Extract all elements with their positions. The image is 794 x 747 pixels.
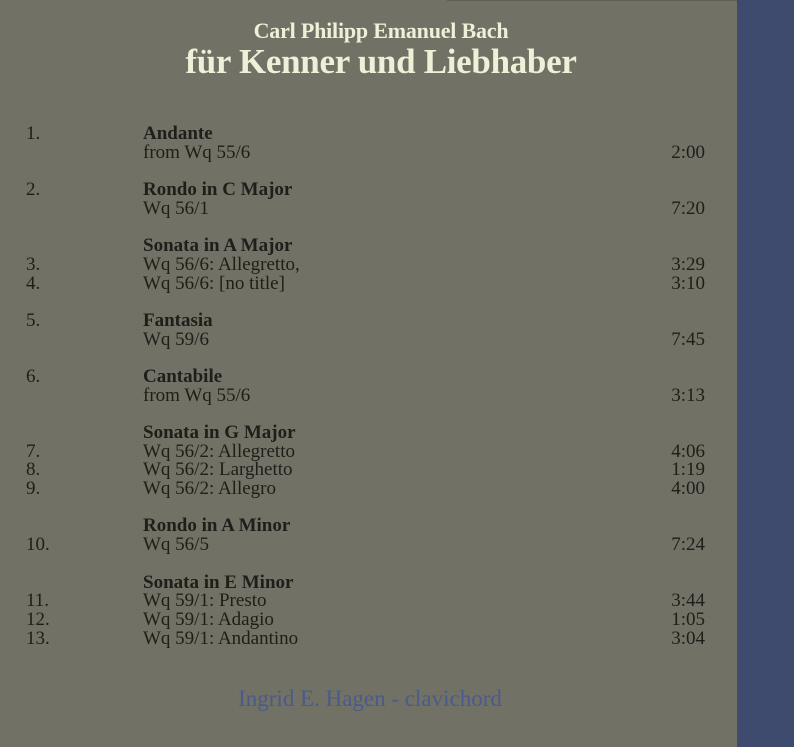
track-number: 5. [26, 309, 41, 331]
track-row: 12. Wq 59/1: Adagio 1:05 [26, 608, 705, 630]
track-name: Wq 56/6: [no title] [143, 272, 285, 294]
track-row: 10. Wq 56/5 7:24 [26, 534, 705, 556]
track-name: Wq 56/5 [143, 534, 209, 556]
track-list: 1. Andante from Wq 55/6 2:00 2. Rondo in C Ma… [26, 123, 705, 667]
track-duration: 1:05 [671, 608, 705, 630]
performer: Ingrid E. Hagen - clavichord [238, 686, 502, 711]
track-row: 9. Wq 56/2: Allegro 4:00 [26, 478, 705, 500]
group-heading: Sonata in E Minor [143, 571, 294, 593]
track-row: 7. Wq 56/2: Allegretto 4:06 [26, 440, 705, 462]
group-heading-line: 2. Rondo in C Major [26, 179, 705, 201]
track-number: 6. [26, 365, 41, 387]
track-name: Wq 56/2: Larghetto [143, 459, 293, 481]
track-group: Sonata in A Major 3. Wq 56/6: Allegretto, 3… [26, 235, 705, 294]
track-name: Wq 56/1 [143, 197, 209, 219]
group-heading-line: Sonata in E Minor [26, 571, 705, 593]
side-panel [737, 0, 794, 747]
track-number: 3. [26, 253, 41, 275]
track-number: 4. [26, 272, 41, 294]
track-row: from Wq 55/6 3:13 [26, 384, 705, 406]
track-name: from Wq 55/6 [143, 384, 251, 406]
track-number: 2. [26, 179, 41, 201]
track-row: 13. Wq 59/1: Andantino 3:04 [26, 627, 705, 649]
track-number: 7. [26, 440, 41, 462]
track-number: 13. [26, 627, 50, 649]
track-duration: 3:44 [671, 590, 705, 612]
track-duration: 7:45 [671, 328, 705, 350]
group-heading-line: 5. Fantasia [26, 309, 705, 331]
group-heading-line: Sonata in A Major [26, 235, 705, 257]
track-row: Wq 59/6 7:45 [26, 328, 705, 350]
track-name: Wq 59/1: Presto [143, 590, 267, 612]
track-duration: 7:24 [671, 534, 705, 556]
track-number: 1. [26, 123, 41, 144]
track-row: 3. Wq 56/6: Allegretto, 3:29 [26, 253, 705, 275]
track-group: Sonata in G Major 7. Wq 56/2: Allegretto 4:… [26, 422, 705, 500]
track-duration: 4:06 [671, 440, 705, 462]
group-heading-line: 6. Cantabile [26, 365, 705, 387]
album-title: für Kenner und Liebhaber [185, 42, 577, 81]
track-group: 1. Andante from Wq 55/6 2:00 [26, 123, 705, 163]
track-number: 11. [26, 590, 50, 612]
track-name: Wq 56/2: Allegro [143, 478, 276, 500]
track-name: from Wq 55/6 [143, 141, 251, 163]
composer-name: Carl Philipp Emanuel Bach [253, 18, 509, 43]
track-group: 5. Fantasia Wq 59/6 7:45 [26, 309, 705, 350]
track-group: Rondo in A Minor 10. Wq 56/5 7:24 [26, 517, 705, 554]
track-name: Wq 59/1: Adagio [143, 608, 274, 630]
group-heading-line: Rondo in A Minor [26, 517, 705, 536]
track-group: 2. Rondo in C Major Wq 56/1 7:20 [26, 179, 705, 219]
group-heading: Rondo in A Minor [143, 515, 291, 537]
track-duration: 4:00 [671, 478, 705, 500]
track-row: 11. Wq 59/1: Presto 3:44 [26, 590, 705, 612]
track-name: Wq 56/2: Allegretto [143, 440, 295, 462]
group-heading: Sonata in A Major [143, 235, 293, 257]
track-duration: 2:00 [671, 141, 705, 163]
track-duration: 3:10 [671, 272, 705, 294]
group-heading: Rondo in C Major [143, 179, 293, 201]
track-row: 8. Wq 56/2: Larghetto 1:19 [26, 461, 705, 480]
track-row: Wq 56/1 7:20 [26, 197, 705, 219]
track-name: Wq 59/6 [143, 328, 209, 350]
track-duration: 3:04 [671, 627, 705, 649]
group-heading: Andante [143, 123, 213, 144]
track-duration: 3:29 [671, 253, 705, 275]
track-number: 9. [26, 478, 41, 500]
track-group: Sonata in E Minor 11. Wq 59/1: Presto 3:44 1… [26, 571, 705, 649]
track-number: 12. [26, 608, 50, 630]
group-heading: Cantabile [143, 365, 223, 387]
track-duration: 1:19 [671, 459, 705, 481]
track-duration: 3:13 [671, 384, 705, 406]
track-name: Wq 56/6: Allegretto, [143, 253, 300, 275]
track-group: 6. Cantabile from Wq 55/6 3:13 [26, 365, 705, 406]
group-heading: Fantasia [143, 309, 213, 331]
track-row: 4. Wq 56/6: [no title] 3:10 [26, 272, 705, 294]
group-heading-line: 1. Andante [26, 123, 705, 144]
track-name: Wq 59/1: Andantino [143, 627, 299, 649]
track-number: 10. [26, 534, 50, 556]
group-heading-line: Sonata in G Major [26, 422, 705, 443]
top-divider [447, 0, 737, 1]
track-duration: 7:20 [671, 197, 705, 219]
track-number: 8. [26, 459, 41, 481]
group-heading: Sonata in G Major [143, 422, 296, 443]
track-row: from Wq 55/6 2:00 [26, 141, 705, 163]
